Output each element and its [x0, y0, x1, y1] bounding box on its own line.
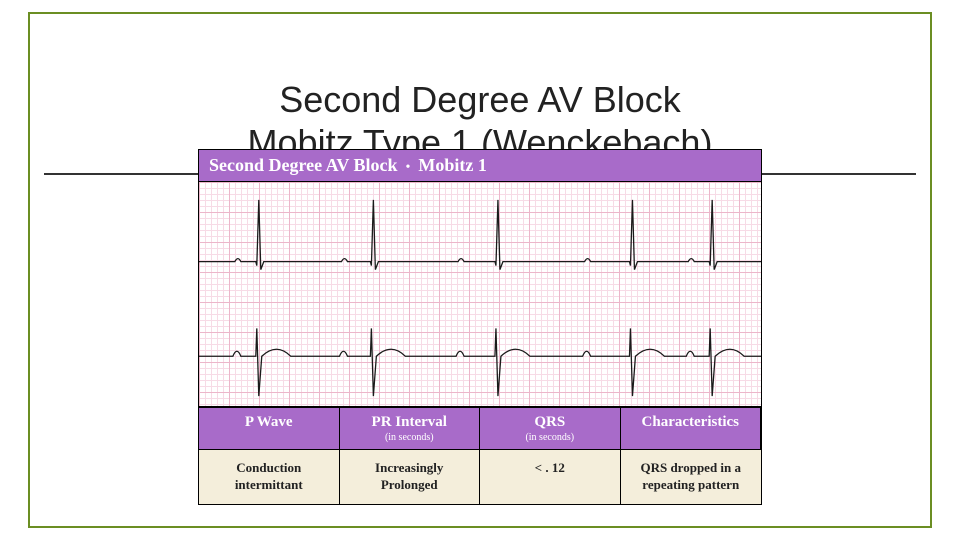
- figure-header: Second Degree AV Block • Mobitz 1: [199, 150, 761, 182]
- ecg-figure: Second Degree AV Block • Mobitz 1 P Wave…: [198, 149, 762, 505]
- bullet-icon: •: [406, 160, 411, 176]
- th-qrs: QRS (in seconds): [480, 407, 621, 449]
- td-characteristics: QRS dropped in a repeating pattern: [621, 449, 762, 504]
- th-p-wave: P Wave: [199, 407, 340, 449]
- th-pr-interval: PR Interval (in seconds): [340, 407, 481, 449]
- ecg-strip-area: [199, 182, 761, 407]
- title-line-1: Second Degree AV Block: [0, 78, 960, 121]
- characteristics-table: P Wave PR Interval (in seconds) QRS (in …: [199, 407, 761, 504]
- figure-header-part1: Second Degree AV Block: [209, 155, 398, 176]
- ecg-lead-2: [199, 328, 761, 396]
- ecg-lead-1: [199, 200, 761, 270]
- td-p-wave: Conduction intermittant: [199, 449, 340, 504]
- ecg-traces: [199, 182, 761, 406]
- td-pr-interval: Increasingly Prolonged: [340, 449, 481, 504]
- figure-header-part2: Mobitz 1: [418, 155, 486, 176]
- td-qrs: < . 12: [480, 449, 621, 504]
- th-characteristics: Characteristics: [621, 407, 762, 449]
